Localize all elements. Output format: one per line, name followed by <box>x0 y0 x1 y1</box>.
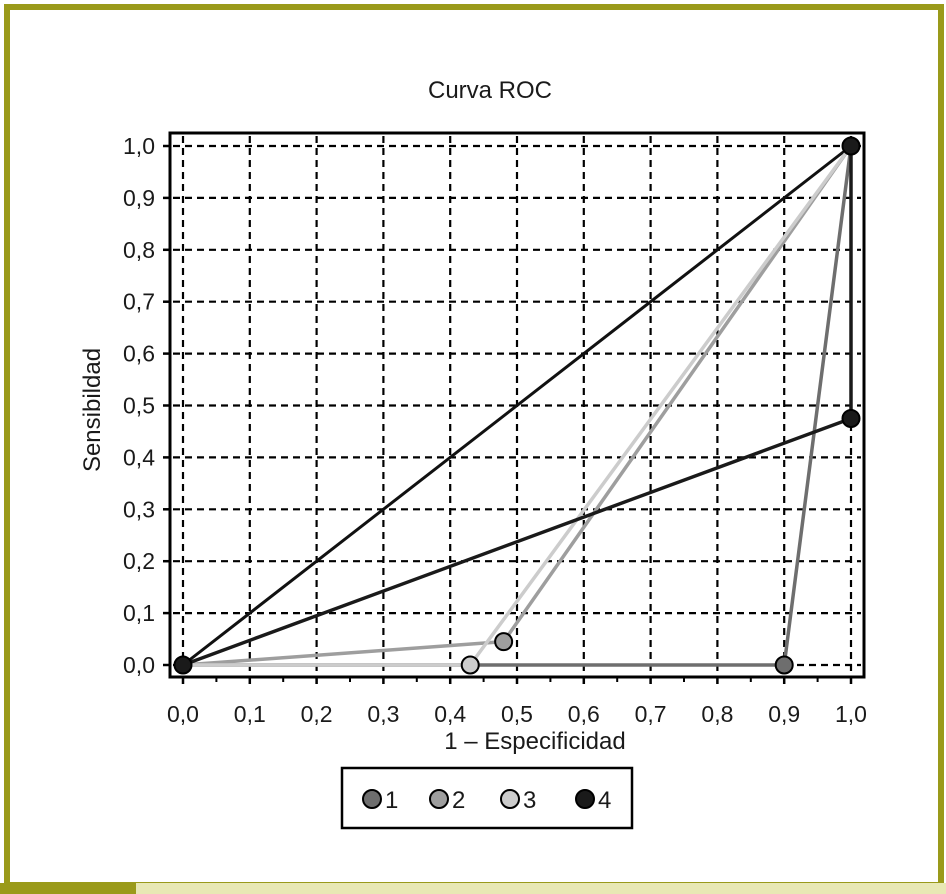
y-tick-label: 0,9 <box>123 185 155 211</box>
plot-border <box>168 131 866 679</box>
reference-diagonal <box>182 144 852 667</box>
legend-label-3: 3 <box>523 787 536 814</box>
x-tick-label: 1,0 <box>835 701 867 727</box>
x-tick-label: 0,5 <box>501 701 533 727</box>
footer-accent <box>0 883 136 894</box>
x-tick-label: 0,1 <box>234 701 266 727</box>
x-tick-label: 0,0 <box>167 701 199 727</box>
x-tick-labels: 0,0 0,1 0,2 0,3 0,4 0,5 0,6 0,7 0,8 0,9 1,0 <box>167 701 867 727</box>
legend-label-1: 1 <box>385 787 398 814</box>
series-marker-4 <box>173 655 193 675</box>
y-axis-label: Sensibildad <box>79 348 106 472</box>
legend-label-4: 4 <box>598 787 611 814</box>
y-tick-label: 0,8 <box>123 237 155 263</box>
y-tick-label: 1,0 <box>123 133 155 159</box>
x-tick-label: 0,9 <box>768 701 800 727</box>
series-marker-4 <box>841 408 861 428</box>
legend-marker-4 <box>575 789 595 809</box>
figure-frame <box>4 4 944 888</box>
y-tick-label: 0,6 <box>123 341 155 367</box>
legend-marker-3 <box>500 789 520 809</box>
y-tick-label: 0,0 <box>123 652 155 678</box>
y-tick-label: 0,2 <box>123 548 155 574</box>
legend-marker-1 <box>362 789 382 809</box>
y-tick-labels: 0,0 0,1 0,2 0,3 0,4 0,5 0,6 0,7 0,8 0,9 1,0 <box>123 133 155 678</box>
x-axis-label: 1 – Especificidad <box>444 728 625 755</box>
x-tick-label: 0,6 <box>568 701 600 727</box>
series-marker-1 <box>774 655 794 675</box>
series-marker-4 <box>841 136 861 156</box>
y-tick-label: 0,7 <box>123 289 155 315</box>
x-tick-label: 0,4 <box>434 701 466 727</box>
chart-title: Curva ROC <box>428 77 552 104</box>
series-marker-3 <box>460 655 480 675</box>
x-tick-label: 0,2 <box>301 701 333 727</box>
y-tick-label: 0,1 <box>123 600 155 626</box>
x-tick-label: 0,3 <box>367 701 399 727</box>
marker-layer <box>173 136 861 675</box>
y-tick-label: 0,3 <box>123 496 155 522</box>
reference-layer <box>182 144 852 667</box>
legend-marker-2 <box>429 789 449 809</box>
y-tick-label: 0,5 <box>123 393 155 419</box>
x-tick-label: 0,8 <box>701 701 733 727</box>
footer-band <box>0 883 946 894</box>
x-tick-label: 0,7 <box>635 701 667 727</box>
legend-label-2: 2 <box>452 787 465 814</box>
series-marker-2 <box>494 632 514 652</box>
legend: 1 2 3 4 <box>362 787 611 814</box>
y-tick-label: 0,4 <box>123 444 155 470</box>
